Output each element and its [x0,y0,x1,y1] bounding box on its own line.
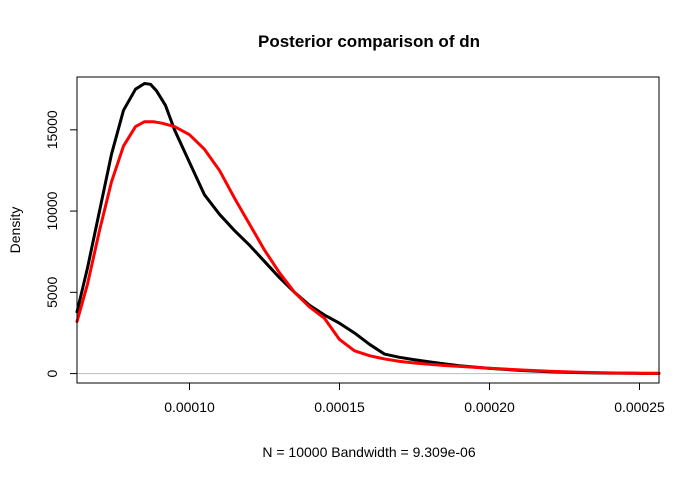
chart-title: Posterior comparison of dn [258,32,480,51]
y-tick-label: 5000 [44,277,60,308]
x-tick-label: 0.00020 [464,399,515,415]
x-tick-label: 0.00015 [314,399,365,415]
x-axis: 0.00010 0.00015 0.00020 0.00025 [164,383,665,415]
x-tick-label: 0.00025 [614,399,665,415]
y-tick-label: 0 [44,369,60,377]
x-axis-label: N = 10000 Bandwidth = 9.309e-06 [262,444,475,460]
y-tick-label: 15000 [44,110,60,149]
y-axis-label: Density [7,207,23,254]
series-layer [75,82,661,375]
y-axis: 0 5000 10000 15000 [44,110,77,377]
y-tick-label: 10000 [44,191,60,230]
x-tick-label: 0.00010 [164,399,215,415]
plot-frame [76,76,660,384]
series-line-1 [75,82,661,375]
series-line-2 [75,120,661,375]
